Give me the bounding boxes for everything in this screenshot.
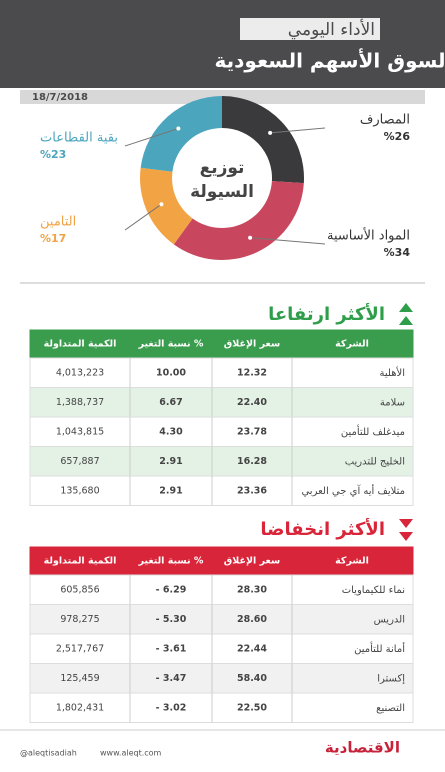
table-row: [29, 633, 414, 664]
table-header: [30, 330, 413, 358]
column-header: نسبة التغير %: [138, 556, 204, 567]
leader-line: [250, 237, 326, 245]
table-cell: - 5.30: [156, 614, 187, 625]
footer-twitter: @aleqtisadiah: [20, 749, 77, 758]
table-cell: - 3.02: [156, 702, 187, 713]
down-icon: [399, 519, 413, 541]
segment-label: بقية القطاعات: [40, 131, 118, 146]
table-cell: 22.44: [237, 643, 267, 654]
date: 18/7/2018: [32, 92, 88, 103]
table-cell: - 6.29: [156, 584, 187, 595]
table-cell: 16.28: [237, 456, 267, 467]
segment-value: %26: [384, 130, 411, 143]
table-cell: 125,459: [60, 673, 99, 684]
table-cell: 10.00: [156, 367, 186, 378]
table-row: [29, 446, 414, 477]
subtitle-box: [240, 18, 380, 40]
losers-title: الأكثر انخفاضا: [260, 518, 385, 540]
table-cell: الأهلية: [380, 366, 405, 379]
table-cell: 1,802,431: [56, 702, 104, 713]
table-cell: الدريس: [374, 614, 405, 625]
column-header: الكمية المتداولة: [44, 339, 117, 350]
column-header: الشركة: [335, 556, 369, 567]
table-cell: 23.36: [237, 485, 267, 496]
leader-dot: [176, 126, 181, 131]
table-cell: 28.60: [237, 614, 267, 625]
table-cell: 22.40: [237, 397, 267, 408]
table-row: [29, 663, 414, 694]
segment-value: %17: [40, 232, 66, 245]
table-cell: التصنيع: [376, 703, 405, 714]
donut-segment: [139, 167, 193, 245]
segment-value: %23: [40, 148, 66, 161]
table-cell: متلايف أيه آي جي العربي: [301, 484, 405, 497]
table-cell: 978,275: [60, 614, 99, 625]
leader-line: [124, 203, 162, 231]
column-header: الشركة: [335, 339, 369, 350]
table-cell: 2,517,767: [56, 643, 104, 654]
segment-value: %34: [384, 246, 411, 259]
footer-web: www.aleqt.com: [100, 749, 162, 758]
table-cell: نماء للكيماويات: [342, 585, 405, 596]
segment-label: المصارف: [360, 113, 410, 128]
table-row: [29, 475, 414, 506]
table-cell: 6.67: [159, 397, 182, 408]
table-cell: 28.30: [237, 584, 267, 595]
column-header: سعر الإغلاق: [224, 556, 280, 567]
leader-dot: [268, 130, 273, 135]
table-cell: 22.50: [237, 702, 267, 713]
table-header: [30, 547, 413, 575]
column-header: سعر الإغلاق: [224, 339, 280, 350]
leader-dot: [159, 202, 164, 207]
leader-line: [124, 128, 179, 147]
table-cell: الخليج للتدريب: [345, 456, 405, 467]
table-cell: 2.91: [159, 456, 182, 467]
table-cell: 1,388,737: [56, 397, 104, 408]
footer-brand: الاقتصادية: [325, 739, 400, 757]
table-cell: ميدغلف للتأمين: [341, 424, 405, 438]
table-row: [29, 574, 414, 605]
table-row: [29, 387, 414, 418]
segment-label: المواد الأساسية: [327, 227, 410, 244]
header-subtitle: الأداء اليومي: [288, 19, 375, 40]
table-cell: 2.91: [159, 485, 182, 496]
donut-center: [174, 130, 270, 226]
table-cell: - 3.47: [156, 673, 187, 684]
table-cell: 12.32: [237, 367, 267, 378]
table-cell: 4,013,223: [56, 367, 104, 378]
table-cell: أمانة للتأمين: [354, 641, 405, 655]
table-row: [29, 692, 414, 723]
up-icon: [399, 303, 413, 325]
donut-segment: [222, 96, 304, 184]
table-cell: 58.40: [237, 673, 267, 684]
table-cell: 23.78: [237, 426, 267, 437]
table-cell: إكسترا: [377, 673, 405, 684]
chart-title: السيولة: [190, 182, 254, 202]
header-band: [0, 0, 445, 88]
donut-segment: [140, 96, 222, 172]
header-title: لسوق الأسهم السعودية: [215, 48, 445, 73]
table-cell: 605,856: [60, 584, 99, 595]
leader-dot: [248, 235, 253, 240]
donut-segment: [173, 181, 304, 260]
table-cell: 4.30: [159, 426, 183, 437]
table-cell: 657,887: [60, 456, 99, 467]
column-header: نسبة التغير %: [138, 339, 204, 350]
gainers-title: الأكثر ارتفاعا: [268, 303, 385, 325]
table-cell: سلامة: [380, 397, 405, 408]
table-cell: 135,680: [60, 485, 99, 496]
table-cell: 1,043,815: [56, 426, 104, 437]
leader-line: [270, 127, 326, 134]
table-cell: - 3.61: [156, 643, 187, 654]
chart-title: توزيع: [200, 158, 245, 178]
segment-label: التامين: [40, 215, 76, 230]
column-header: الكمية المتداولة: [44, 556, 117, 567]
